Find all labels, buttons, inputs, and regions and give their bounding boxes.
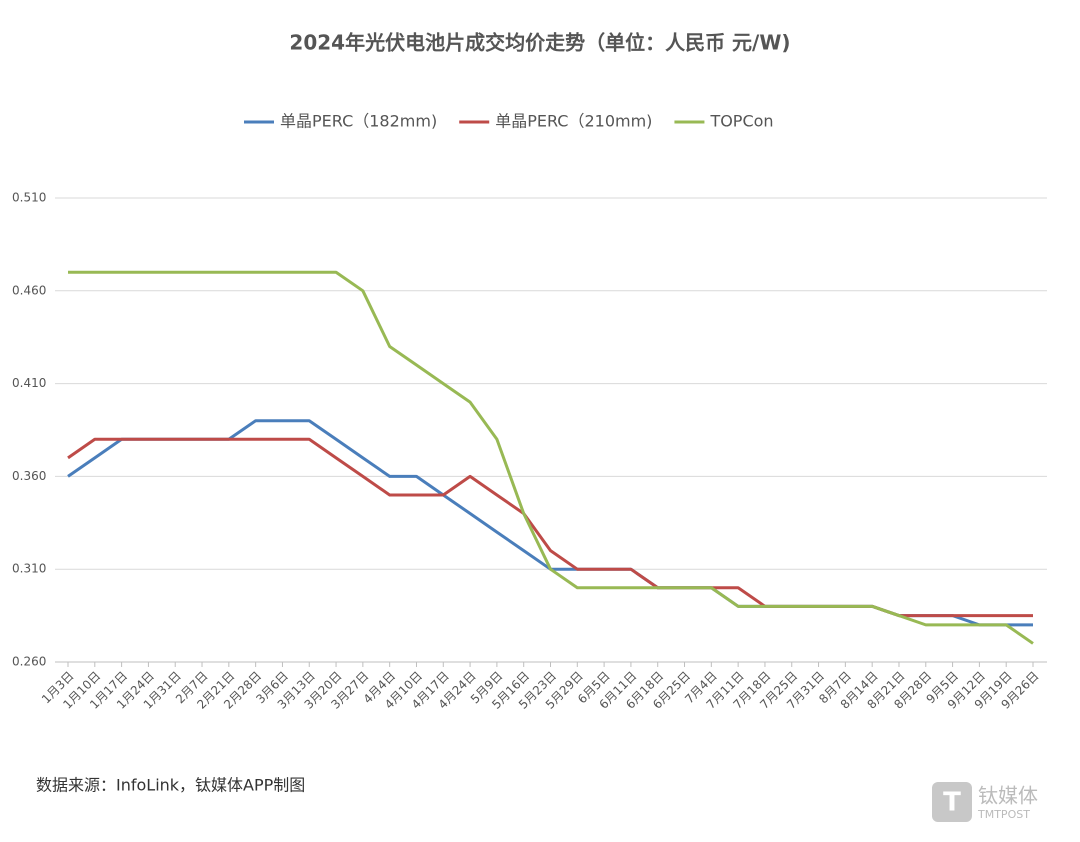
y-tick-label: 0.510 bbox=[12, 191, 46, 205]
y-tick-label: 0.310 bbox=[12, 562, 46, 576]
legend-label: 单晶PERC（182mm) bbox=[280, 112, 437, 131]
chart-title: 2024年光伏电池片成交均价走势（单位：人民币 元/W) bbox=[289, 31, 790, 55]
watermark-logo-letter: T bbox=[943, 788, 961, 818]
y-tick-label: 0.410 bbox=[12, 376, 46, 390]
series-line bbox=[68, 270, 1034, 645]
y-tick-label: 0.460 bbox=[12, 283, 46, 297]
watermark-subtext: TMTPOST bbox=[977, 808, 1030, 821]
y-tick-label: 0.260 bbox=[12, 655, 46, 669]
legend-label: TOPCon bbox=[709, 112, 773, 131]
watermark-logo bbox=[932, 782, 972, 822]
y-tick-label: 0.360 bbox=[12, 469, 46, 483]
watermark-text: 钛媒体 bbox=[978, 784, 1038, 808]
legend-label: 单晶PERC（210mm) bbox=[495, 112, 652, 131]
source: 数据来源：InfoLink，钛媒体APP制图 bbox=[36, 776, 305, 795]
